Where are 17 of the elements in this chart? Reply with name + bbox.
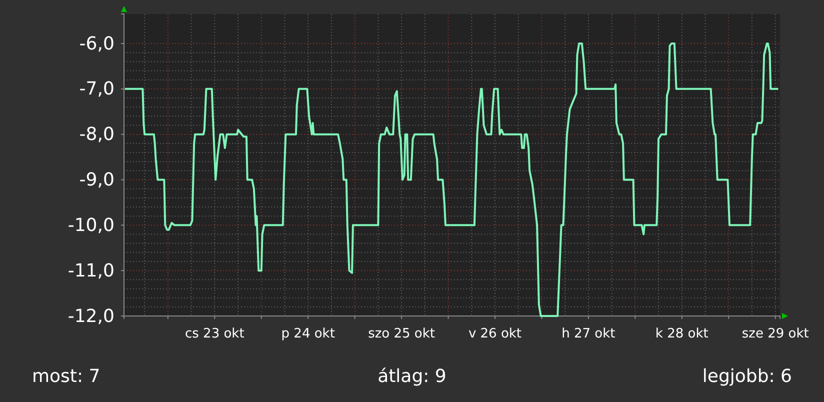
x-tick-label: k 28 okt	[655, 326, 708, 342]
y-tick-label: -12,0	[68, 306, 114, 327]
y-tick-label: -9,0	[79, 170, 114, 191]
y-tick-label: -8,0	[79, 124, 114, 146]
y-tick-label: -10,0	[68, 214, 114, 236]
x-tick-label: h 27 okt	[562, 326, 616, 342]
x-tick-label: sze 29 okt	[742, 326, 809, 342]
x-tick-label: v 26 okt	[468, 326, 522, 342]
y-tick-label: -7,0	[79, 78, 114, 100]
y-tick-label: -6,0	[79, 33, 114, 54]
x-tick-label: cs 23 okt	[185, 326, 244, 342]
x-tick-label: szo 25 okt	[368, 326, 436, 342]
text: most: 7	[32, 366, 100, 387]
y-tick-label: -11,0	[68, 260, 114, 282]
text: legjobb: 6	[702, 366, 792, 387]
text: átlag: 9	[378, 366, 446, 387]
x-tick-label: p 24 okt	[281, 326, 335, 342]
